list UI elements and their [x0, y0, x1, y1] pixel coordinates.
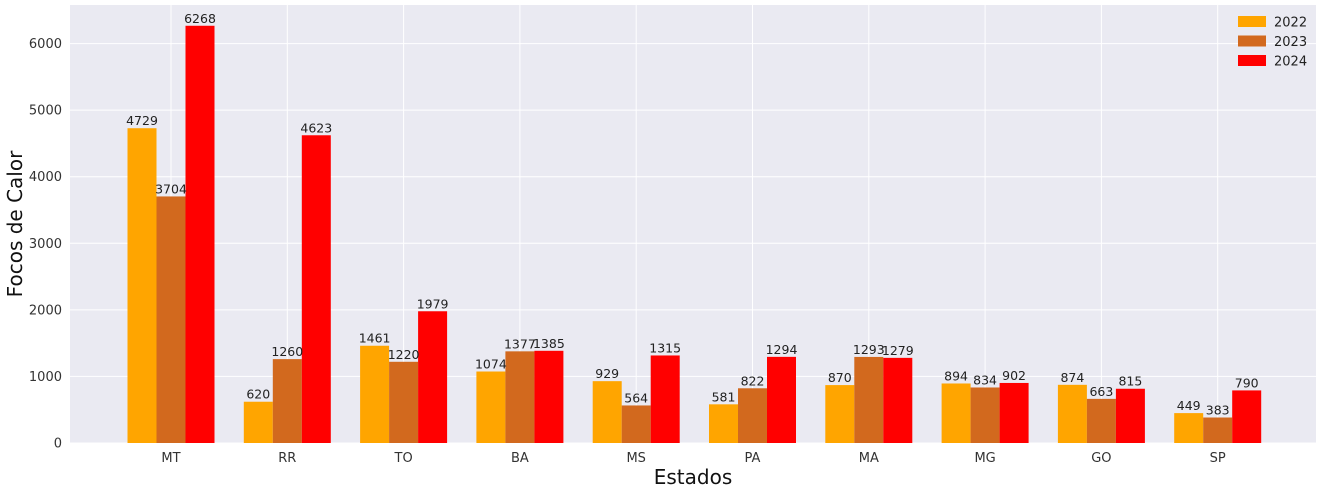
x-tick-label: MG	[974, 451, 995, 466]
bar-BA-2022	[476, 371, 506, 443]
data-label-GO-2023: 663	[1089, 384, 1113, 399]
data-label-MA-2024: 1279	[882, 343, 914, 358]
legend-label-2024: 2024	[1274, 55, 1307, 70]
x-tick-label: MT	[161, 451, 180, 466]
bar-MG-2023	[970, 387, 1000, 443]
bar-MS-2023	[621, 405, 651, 443]
x-tick-label: SP	[1210, 451, 1226, 466]
x-axis-title: Estados	[654, 465, 733, 488]
data-label-MG-2022: 894	[944, 368, 968, 383]
data-label-BA-2022: 1074	[475, 357, 507, 372]
bar-MA-2023	[854, 356, 884, 443]
bar-MA-2024	[883, 357, 913, 443]
legend-swatch-2022	[1238, 16, 1266, 27]
data-label-RR-2023: 1260	[271, 344, 303, 359]
data-label-MS-2023: 564	[624, 390, 648, 405]
bar-TO-2023	[389, 361, 419, 443]
bar-MA-2022	[825, 385, 855, 443]
bar-TO-2022	[360, 345, 390, 443]
bar-PA-2023	[738, 388, 767, 443]
data-label-MT-2023: 3704	[155, 181, 187, 196]
x-tick-label: TO	[394, 451, 413, 466]
y-tick-label: 1000	[29, 370, 62, 385]
x-tick-label: GO	[1091, 451, 1111, 466]
x-tick-label: MA	[859, 451, 879, 466]
bar-RR-2023	[272, 359, 302, 443]
bar-PA-2022	[709, 404, 738, 443]
data-label-BA-2023: 1377	[504, 336, 536, 351]
data-label-MS-2022: 929	[595, 366, 619, 381]
bar-MG-2024	[999, 382, 1029, 443]
legend-swatch-2024	[1238, 55, 1266, 66]
bar-GO-2022	[1057, 384, 1087, 443]
bar-MT-2023	[156, 196, 186, 443]
y-tick-label: 4000	[29, 170, 62, 185]
data-label-TO-2024: 1979	[417, 296, 449, 311]
bar-MT-2024	[185, 25, 215, 443]
data-label-BA-2024: 1385	[533, 336, 565, 351]
data-label-MT-2024: 6268	[184, 11, 216, 26]
data-label-RR-2022: 620	[246, 387, 270, 402]
bar-PA-2024	[767, 356, 796, 443]
bar-SP-2022	[1174, 413, 1204, 443]
x-tick-label: MS	[626, 451, 645, 466]
data-label-GO-2024: 815	[1118, 374, 1142, 389]
data-label-MS-2024: 1315	[649, 340, 681, 355]
bar-BA-2023	[505, 351, 535, 443]
legend: 2022 2023 2024	[1238, 16, 1307, 70]
y-tick-label: 3000	[29, 237, 62, 252]
y-tick-label: 0	[54, 437, 62, 452]
data-label-MT-2022: 4729	[126, 113, 158, 128]
data-label-GO-2022: 874	[1060, 370, 1084, 385]
x-tick-label: BA	[511, 451, 529, 466]
data-label-MG-2024: 902	[1002, 368, 1026, 383]
y-axis-title: Focos de Calor	[3, 150, 27, 297]
bar-SP-2024	[1232, 390, 1262, 443]
bar-MS-2024	[650, 355, 680, 443]
data-label-RR-2024: 4623	[300, 120, 332, 135]
y-tick-label: 6000	[29, 37, 62, 52]
bar-RR-2024	[301, 135, 331, 444]
data-label-SP-2022: 449	[1177, 398, 1201, 413]
data-label-MA-2023: 1293	[853, 342, 885, 357]
legend-label-2022: 2022	[1274, 16, 1307, 31]
bars	[127, 25, 1262, 444]
bar-GO-2023	[1086, 398, 1116, 443]
x-axis-ticks: MT RR TO BA MS PA MA MG GO SP	[161, 451, 1225, 466]
bar-MT-2022	[127, 128, 157, 443]
data-label-MA-2022: 870	[828, 370, 852, 385]
data-label-SP-2024: 790	[1235, 375, 1259, 390]
data-label-TO-2022: 1461	[359, 331, 391, 346]
y-tick-label: 5000	[29, 104, 62, 119]
data-label-SP-2023: 383	[1206, 403, 1230, 418]
x-tick-label: PA	[745, 451, 761, 466]
y-axis-ticks: 0 1000 2000 3000 4000 5000 6000	[29, 37, 62, 451]
bar-MG-2022	[941, 383, 971, 443]
bar-RR-2022	[243, 401, 273, 443]
x-tick-label: RR	[278, 451, 296, 466]
legend-label-2023: 2023	[1274, 35, 1307, 50]
bar-SP-2023	[1203, 417, 1233, 443]
y-tick-label: 2000	[29, 303, 62, 318]
data-label-PA-2024: 1294	[766, 342, 798, 357]
data-label-PA-2022: 581	[712, 389, 736, 404]
bar-MS-2022	[592, 381, 622, 443]
bar-TO-2024	[418, 311, 448, 443]
data-label-TO-2023: 1220	[388, 347, 420, 362]
data-label-MG-2023: 834	[973, 372, 997, 387]
bar-GO-2024	[1115, 388, 1145, 443]
bar-BA-2024	[534, 350, 564, 443]
legend-swatch-2023	[1238, 35, 1266, 47]
data-label-PA-2023: 822	[741, 373, 765, 388]
